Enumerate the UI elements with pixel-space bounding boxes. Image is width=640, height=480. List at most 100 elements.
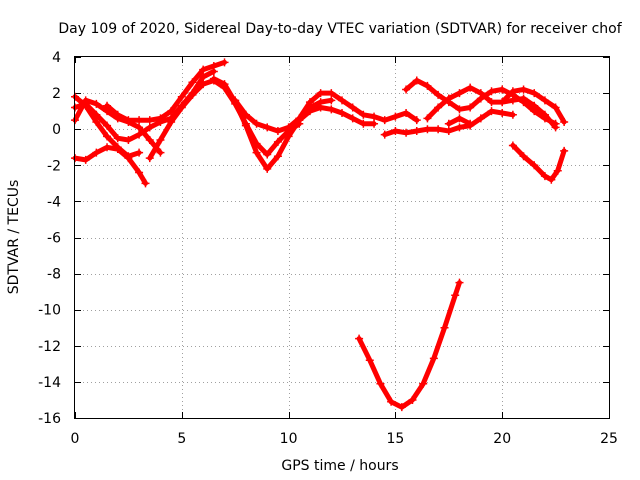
data-point-marker [145,154,154,163]
data-series-5 [103,58,229,125]
data-point-marker [156,136,165,145]
series-layer [71,58,569,412]
data-series-1 [71,143,150,188]
data-point-marker [338,108,346,117]
data-point-marker [241,121,250,130]
data-point-marker [440,323,449,332]
data-point-marker [455,123,464,132]
data-point-marker [455,89,464,98]
data-point-marker [370,112,379,121]
series-trace [211,76,334,172]
data-point-marker [508,87,517,96]
data-point-marker [103,132,112,141]
y-tick-label: -10 [38,303,61,319]
data-point-marker [380,130,389,139]
data-point-marker [145,116,154,125]
y-tick-label: -14 [38,375,61,391]
data-point-marker [135,168,144,177]
y-tick-label: -2 [47,158,61,174]
y-tick-label: -16 [38,411,61,427]
data-point-marker [434,125,443,134]
data-point-marker [327,96,336,105]
data-point-marker [113,110,122,119]
data-point-marker [412,127,421,136]
data-series-7 [209,74,336,173]
data-point-marker [434,90,443,99]
data-point-marker [508,96,517,105]
tick-layer [75,57,610,419]
data-point-marker [540,110,549,119]
data-point-marker [476,89,485,98]
x-tick-label: 25 [600,431,618,447]
data-point-marker [508,141,517,150]
data-point-marker [355,334,364,343]
data-point-marker [305,107,314,116]
data-point-marker [295,116,304,125]
series-trace [104,59,227,123]
data-point-marker [124,136,133,145]
data-point-marker [434,103,443,112]
data-point-marker [519,85,528,94]
plot-frame [74,56,610,419]
data-point-marker [167,107,176,116]
data-point-marker [466,103,475,112]
data-point-marker [135,116,144,125]
data-point-marker [92,99,101,108]
data-point-marker [487,98,496,107]
data-point-marker [316,103,325,112]
data-point-marker [199,65,208,74]
data-point-marker [156,148,165,157]
y-tick-labels: 4 2 0 -2 -4 -6 -8 -10 -12 -14 -16 [38,50,61,427]
data-point-marker [530,101,539,110]
data-point-marker [273,152,282,161]
data-point-marker [135,123,144,132]
data-point-marker [156,114,165,123]
data-point-marker [327,105,336,114]
data-point-marker [359,119,368,128]
y-tick-label: -6 [47,231,61,247]
data-point-marker [209,74,218,83]
x-tick-label: 15 [386,431,404,447]
data-point-marker [560,117,569,126]
data-point-marker [92,117,101,126]
data-point-marker [519,152,528,161]
data-point-marker [103,121,112,130]
data-point-marker [199,72,208,81]
data-point-marker [402,85,411,94]
data-point-marker [402,108,411,117]
data-point-marker [397,403,406,412]
data-point-marker [408,395,417,404]
data-point-marker [455,114,464,123]
data-series-12 [423,83,560,132]
data-point-marker [359,110,368,119]
x-tick-labels: 0 5 10 15 20 25 [71,431,618,447]
data-point-marker [455,105,464,114]
data-point-marker [124,116,133,125]
data-point-marker [429,354,438,363]
data-point-marker [92,110,101,119]
data-point-marker [391,112,400,121]
data-point-marker [348,114,357,123]
data-point-marker [305,98,314,107]
series-trace [510,142,567,183]
data-point-marker [199,80,208,89]
data-point-marker [252,119,261,128]
y-tick-label: -4 [47,194,61,210]
data-point-marker [551,123,560,132]
data-point-marker [412,116,421,125]
data-point-marker [231,96,240,105]
data-point-marker [423,125,432,134]
data-point-marker [444,119,453,128]
data-point-marker [135,130,144,139]
x-tick-label: 5 [177,431,186,447]
data-point-marker [519,94,528,103]
data-point-marker [466,119,475,128]
data-point-marker [530,89,539,98]
data-point-marker [263,164,272,173]
data-point-marker [177,92,186,101]
data-point-marker [167,117,176,126]
y-tick-label: 4 [52,50,61,66]
series-trace [147,78,302,161]
data-point-marker [273,137,282,146]
